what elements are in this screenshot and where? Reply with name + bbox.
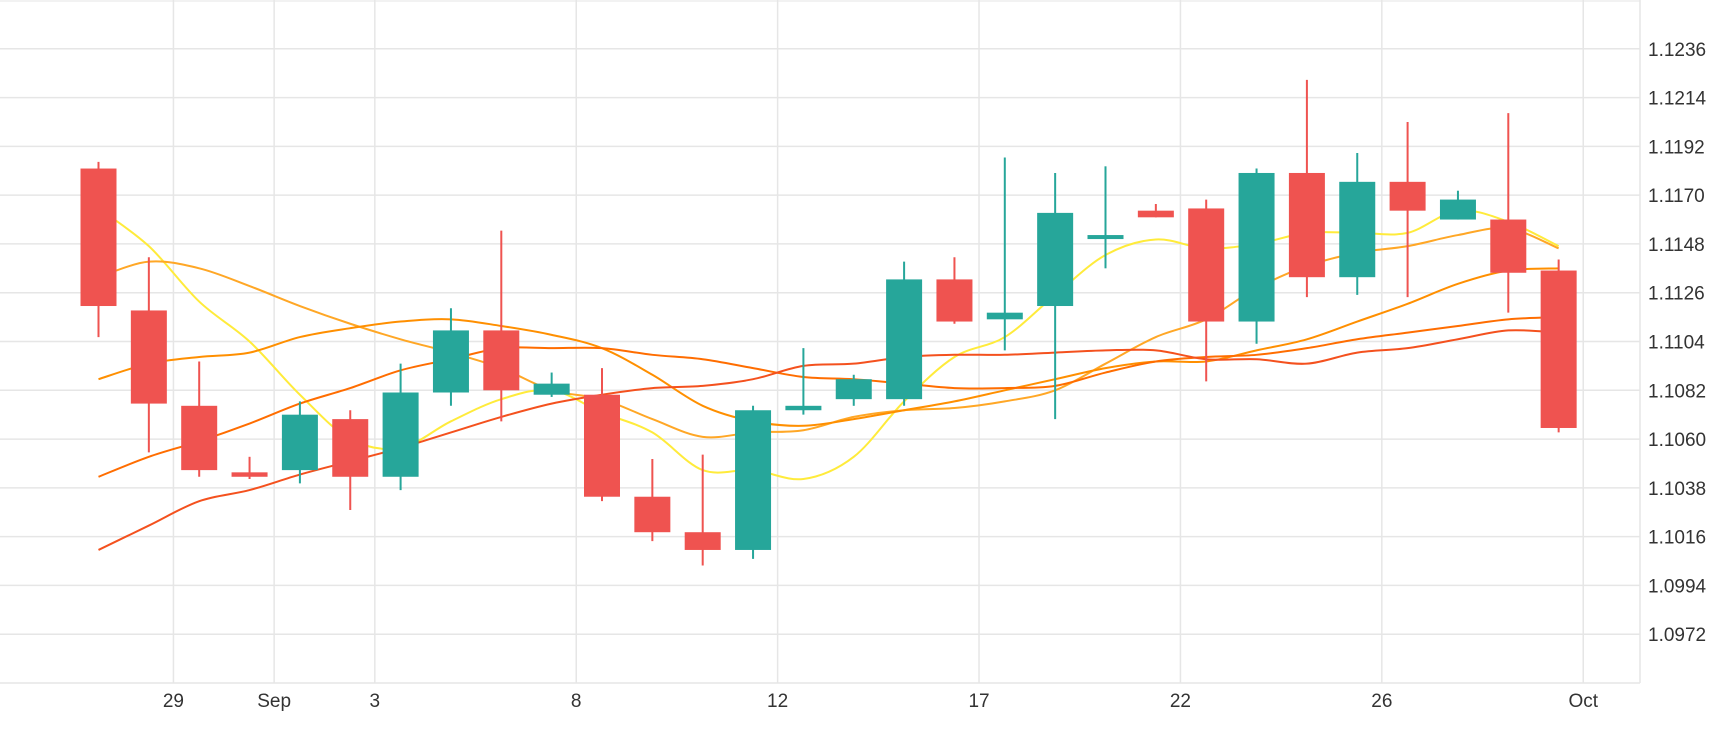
candle-body	[1137, 210, 1174, 218]
candle-body	[634, 496, 671, 533]
y-tick-label: 1.1038	[1648, 479, 1706, 500]
candle	[130, 257, 167, 453]
candle	[1137, 204, 1174, 218]
candle	[281, 401, 318, 484]
candle	[684, 454, 721, 566]
candle	[231, 456, 268, 479]
grid	[0, 0, 1641, 684]
candle-body	[483, 330, 520, 391]
x-tick-label: 12	[767, 691, 788, 712]
candle	[735, 405, 772, 559]
candle-body	[1439, 199, 1476, 220]
candle-body	[1037, 212, 1074, 307]
y-tick-label: 1.1060	[1648, 430, 1706, 451]
candle-body	[1288, 172, 1325, 278]
candle-body	[936, 279, 973, 322]
candle-body	[332, 419, 369, 477]
candle	[1037, 172, 1074, 420]
candle	[584, 368, 620, 502]
candle-body	[281, 414, 318, 471]
x-tick-label: 22	[1170, 691, 1191, 712]
candle-body	[1238, 172, 1275, 322]
y-axis: 1.1236 1.1214 1.1192 1.1170 1.1148 1.1126 1.11…	[1648, 40, 1707, 646]
candle-body	[1188, 208, 1225, 322]
moving-average-line-3	[98, 267, 1559, 427]
candle	[835, 374, 872, 406]
candle-body	[1389, 181, 1426, 211]
candle-body	[130, 310, 167, 404]
candle-body	[584, 394, 620, 497]
candle-body	[382, 392, 419, 477]
y-tick-label: 1.1148	[1648, 235, 1705, 256]
candle-body	[684, 532, 721, 550]
moving-average-line-4	[98, 316, 1559, 478]
candle	[1439, 190, 1476, 220]
candle	[886, 261, 923, 406]
y-tick-label: 1.1126	[1648, 284, 1705, 305]
candle	[533, 372, 570, 397]
candle	[1288, 79, 1325, 298]
candle-body	[533, 383, 570, 395]
y-tick-label: 1.0994	[1648, 576, 1707, 597]
candle	[634, 459, 671, 542]
x-tick-label: Sep	[257, 691, 291, 712]
y-tick-label: 1.1170	[1648, 186, 1705, 207]
candle-body	[785, 405, 822, 411]
candle	[936, 257, 973, 324]
y-tick-label: 1.1104	[1648, 333, 1705, 354]
candle	[483, 230, 520, 422]
y-tick-label: 1.1016	[1648, 528, 1706, 549]
candle	[1339, 153, 1376, 295]
y-tick-label: 1.0972	[1648, 625, 1706, 646]
candle-body	[1540, 270, 1577, 428]
candle-body	[231, 472, 268, 477]
x-tick-label: 29	[163, 691, 184, 712]
x-tick-label: 8	[571, 691, 582, 712]
y-tick-label: 1.1082	[1648, 381, 1706, 402]
candle	[80, 161, 117, 338]
y-tick-label: 1.1214	[1648, 89, 1707, 110]
candle-body	[1339, 181, 1376, 278]
candle	[432, 308, 469, 406]
candle-body	[986, 312, 1023, 320]
x-axis: 29 Sep 3 8 12 17 22 26 Oct	[163, 691, 1599, 712]
candle	[1087, 166, 1124, 269]
candle-body	[181, 405, 218, 471]
y-tick-label: 1.1192	[1648, 137, 1705, 158]
x-tick-label: Oct	[1568, 691, 1598, 712]
candle-body	[886, 279, 923, 400]
candle	[986, 157, 1023, 351]
candle-body	[432, 330, 469, 393]
candle	[1490, 113, 1527, 313]
candle	[1238, 168, 1275, 344]
candle	[1540, 259, 1577, 433]
candle-body	[1490, 219, 1527, 273]
candle-body	[735, 410, 772, 550]
candle	[181, 361, 218, 477]
x-tick-label: 3	[370, 691, 381, 712]
candle-body	[80, 168, 117, 307]
candle	[1188, 199, 1225, 382]
x-tick-label: 17	[968, 691, 989, 712]
candle-body	[1087, 235, 1124, 240]
y-tick-label: 1.1236	[1648, 40, 1706, 61]
candle	[332, 410, 369, 511]
candles	[80, 79, 1577, 566]
x-tick-label: 26	[1371, 691, 1392, 712]
candle	[382, 363, 419, 491]
candle	[785, 348, 822, 415]
candle-body	[835, 379, 872, 400]
candle	[1389, 121, 1426, 298]
